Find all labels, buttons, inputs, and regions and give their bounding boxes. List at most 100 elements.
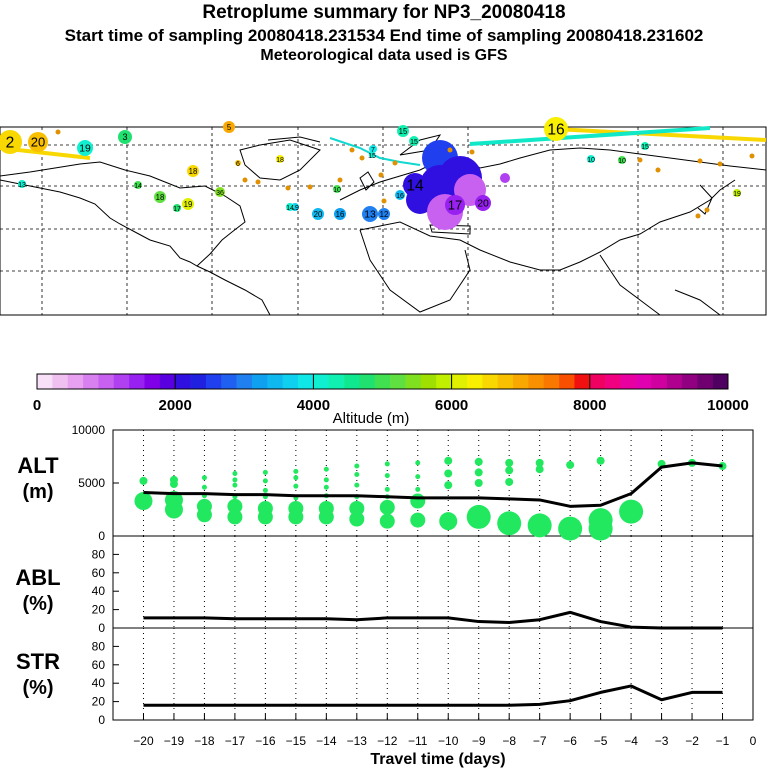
colorbar-tick-label: 4000 — [297, 397, 330, 414]
plume-tiny-marker — [695, 213, 701, 219]
colorbar-cell — [113, 374, 130, 389]
alt-point — [323, 466, 329, 472]
colorbar-cell — [513, 374, 529, 389]
x-tick-label: −18 — [194, 734, 215, 748]
alt-point — [535, 458, 544, 467]
alt-point — [444, 469, 453, 478]
alt-point — [379, 513, 395, 529]
alt-point — [415, 460, 421, 466]
sampling-time-info: Start time of sampling 20080418.231534 E… — [64, 26, 704, 45]
alt-point — [227, 509, 243, 525]
alt-point — [444, 456, 453, 465]
plume-marker — [312, 208, 324, 220]
plume-marker-label: 17 — [448, 198, 462, 213]
plume-tiny-marker — [392, 160, 398, 166]
x-tick-label: −9 — [472, 734, 486, 748]
alt-point — [293, 468, 299, 474]
x-tick-label: −15 — [286, 734, 307, 748]
colorbar-cell — [236, 374, 253, 389]
alt-point — [527, 513, 552, 538]
plume-marker — [544, 117, 568, 141]
x-tick-label: −3 — [655, 734, 669, 748]
plume-marker-label: 16 — [336, 210, 345, 219]
plume-marker-label: 5 — [227, 123, 232, 132]
y-tick-label: 60 — [92, 566, 106, 580]
colorbar-cell — [98, 374, 115, 389]
series-line-abl — [143, 610, 723, 630]
plume-marker-label: 16 — [396, 193, 404, 200]
alt-point — [379, 499, 395, 515]
colorbar-tick-label: 0 — [33, 397, 41, 414]
colorbar-cell — [712, 374, 729, 389]
colorbar-cell — [543, 374, 560, 389]
plume-marker — [276, 155, 284, 163]
plume-marker — [369, 152, 375, 158]
y-tick-label: 0 — [98, 529, 105, 543]
x-tick-label: −16 — [255, 734, 276, 748]
plume-marker — [235, 160, 241, 166]
plume-marker — [223, 121, 235, 133]
colorbar-tick-label: 6000 — [435, 397, 468, 414]
plume-marker-label: 7 — [371, 147, 375, 154]
colorbar-cell — [651, 374, 667, 389]
alt-point — [384, 461, 390, 467]
plume-marker — [173, 204, 181, 212]
plume-marker — [18, 180, 26, 188]
colorbar-cell — [175, 374, 191, 389]
abl-panel-frame — [112, 535, 754, 629]
alt-point — [505, 458, 514, 467]
alt-point — [293, 483, 299, 489]
plume-marker — [587, 155, 595, 163]
colorbar-cell — [374, 374, 391, 389]
plume-marker-label: 15 — [368, 153, 376, 160]
y-tick-label: 0 — [98, 621, 105, 635]
colorbar-cell — [528, 374, 545, 389]
alt-point — [354, 472, 360, 478]
plume-marker-label: 18 — [189, 167, 198, 176]
colorbar-cell — [620, 374, 637, 389]
colorbar-cell — [52, 374, 69, 389]
alt-point — [257, 500, 273, 516]
plume-marker-label: 20 — [477, 199, 489, 210]
plume-marker — [77, 140, 93, 156]
plume-tiny-marker — [337, 177, 343, 183]
x-tick-label: −20 — [133, 734, 154, 748]
x-tick-label: −19 — [164, 734, 185, 748]
plume-marker-label: 15 — [641, 144, 649, 151]
alt-point — [323, 484, 329, 490]
plume-tiny-marker — [307, 184, 313, 190]
plume-marker-label: 12 — [380, 210, 389, 219]
colorbar-cell — [605, 374, 621, 389]
plume-marker-label: 10 — [587, 157, 595, 164]
colorbar-cell — [159, 374, 176, 389]
x-tick-label: −10 — [438, 734, 459, 748]
chart-title: Retroplume summary for NP3_20080418 — [202, 2, 566, 23]
plume-marker-label: 18 — [276, 157, 284, 164]
plume-marker — [395, 190, 405, 200]
x-axis-label: Travel time (days) — [370, 751, 505, 768]
x-tick-label: −6 — [563, 734, 577, 748]
alt-point — [288, 500, 304, 516]
plume-marker-label: 19 — [733, 191, 741, 198]
alt-point — [262, 487, 268, 493]
colorbar-cell — [420, 374, 437, 389]
y-tick-label: 40 — [92, 584, 106, 598]
plume-marker-label: 10 — [333, 187, 341, 194]
x-tick-label: −11 — [408, 734, 428, 748]
plume-marker — [134, 181, 142, 189]
colorbar-cell — [697, 374, 713, 389]
plume-marker-label: 16 — [547, 121, 564, 138]
colorbar-tick-label: 8000 — [573, 397, 606, 414]
alt-point — [349, 511, 365, 527]
map-graticule — [0, 127, 766, 315]
y-tick-label: 20 — [92, 603, 106, 617]
alt-point — [410, 512, 426, 528]
colorbar-cell — [681, 374, 698, 389]
plume-marker-label: 19 — [184, 200, 193, 209]
x-tick-label: −1 — [716, 734, 730, 748]
alt-point — [410, 493, 426, 509]
alt-point — [415, 486, 421, 492]
colorbar-cell — [37, 374, 53, 389]
